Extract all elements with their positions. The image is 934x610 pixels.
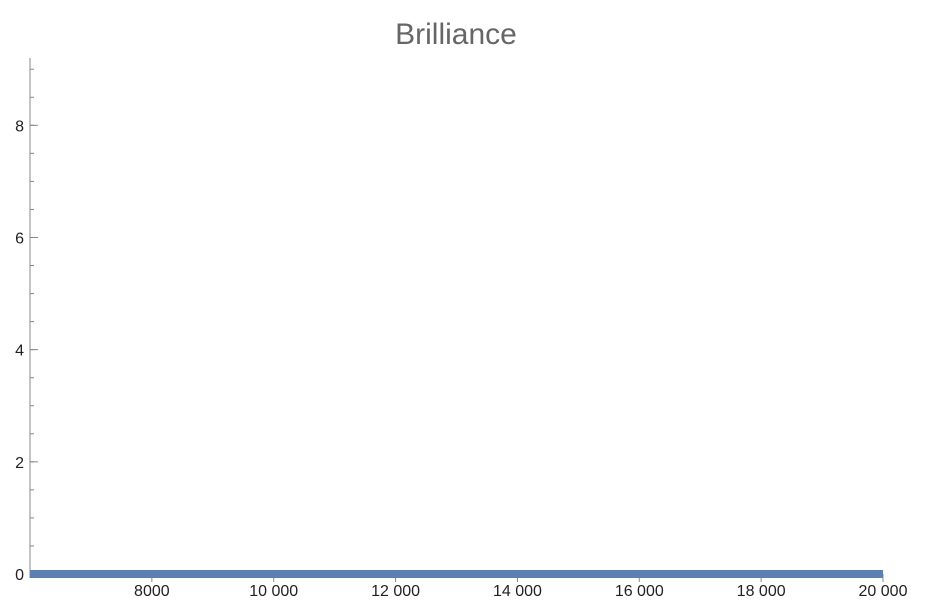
x-tick-label: 10 000 [249, 583, 298, 600]
x-tick-label: 8000 [134, 583, 170, 600]
x-tick-label: 20 000 [859, 583, 908, 600]
x-tick-label: 14 000 [493, 583, 542, 600]
x-tick-label: 12 000 [371, 583, 420, 600]
chart-title: Brilliance [395, 18, 517, 51]
x-tick-label: 18 000 [737, 583, 786, 600]
y-tick-label: 4 [15, 343, 24, 360]
x-tick-label: 16 000 [615, 583, 664, 600]
y-tick-label: 8 [15, 118, 24, 135]
y-tick-label: 2 [15, 455, 24, 472]
y-tick-label: 6 [15, 230, 24, 247]
y-tick-label: 0 [15, 567, 24, 584]
